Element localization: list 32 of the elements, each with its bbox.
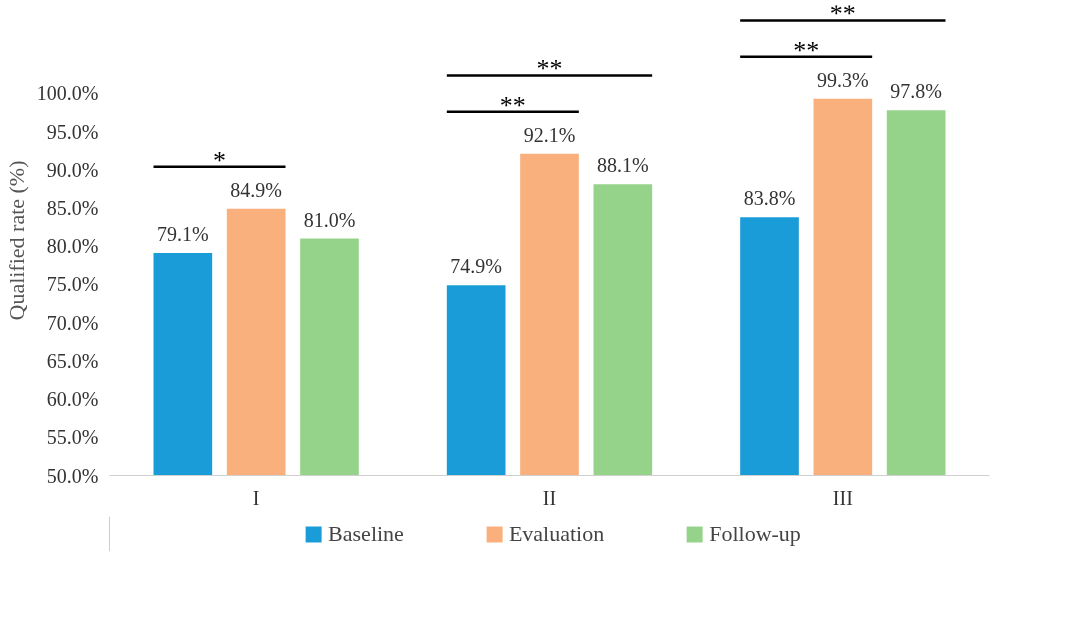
data-label: 92.1% bbox=[523, 123, 576, 146]
y-tick-label: 75.0% bbox=[46, 273, 99, 296]
y-tick-label: 60.0% bbox=[46, 388, 99, 411]
y-tick-label: 100.0% bbox=[36, 82, 99, 105]
data-label: 84.9% bbox=[230, 178, 283, 201]
y-axis-title: Qualified rate (%) bbox=[3, 160, 29, 321]
y-tick-label: 50.0% bbox=[46, 464, 99, 487]
x-tick-label: III bbox=[832, 486, 853, 509]
y-tick-label: 65.0% bbox=[46, 349, 99, 372]
y-tick-label: 95.0% bbox=[46, 120, 99, 143]
y-tick-label: 80.0% bbox=[46, 235, 99, 258]
y-tick-label: 85.0% bbox=[46, 197, 99, 220]
y-tick-label: 90.0% bbox=[46, 158, 99, 181]
data-label: 79.1% bbox=[157, 223, 209, 246]
y-tick-label: 70.0% bbox=[46, 311, 99, 334]
x-tick-label: II bbox=[542, 486, 557, 509]
annotation: * bbox=[213, 145, 226, 175]
data-label: 97.8% bbox=[890, 80, 943, 103]
legend-label: Evaluation bbox=[508, 520, 605, 547]
data-label: 81.0% bbox=[303, 208, 356, 231]
data-label: 74.9% bbox=[450, 255, 503, 278]
data-label: 83.8% bbox=[743, 187, 796, 210]
legend-label: Follow-up bbox=[709, 520, 801, 547]
annotation: ** bbox=[499, 90, 526, 120]
text: ** bbox=[536, 54, 563, 84]
x-tick-label: I bbox=[252, 486, 260, 509]
text: ** bbox=[793, 35, 820, 65]
legend-label: Baseline bbox=[328, 520, 404, 547]
data-label: 88.1% bbox=[597, 154, 649, 177]
y-tick-label: 55.0% bbox=[46, 426, 99, 449]
data-label: 99.3% bbox=[817, 68, 869, 91]
text: ** bbox=[829, 0, 856, 29]
